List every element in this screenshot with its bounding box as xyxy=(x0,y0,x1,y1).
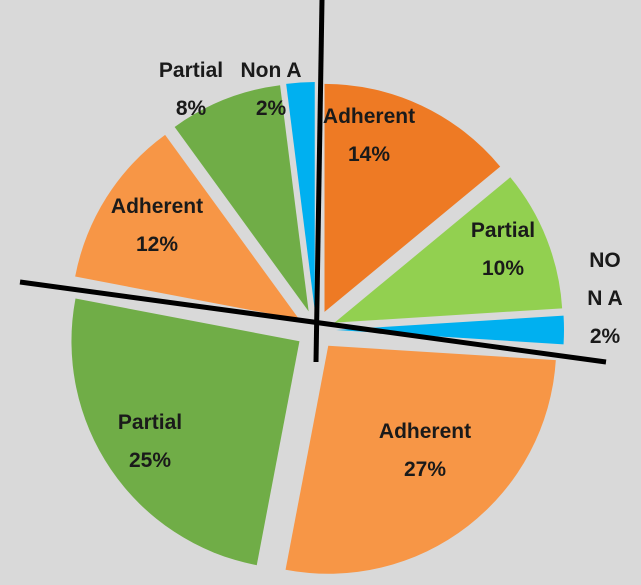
slice-category: Partial xyxy=(117,411,183,434)
pie-slice xyxy=(75,134,300,320)
slice-label: Adherent 12% xyxy=(92,188,222,264)
slice-category: Adherent xyxy=(110,195,204,218)
divider xyxy=(313,0,325,363)
slice-label: Adherent 14% xyxy=(309,98,429,174)
pie-slice xyxy=(324,83,501,312)
pie-slice xyxy=(334,177,563,323)
slice-value: 14% xyxy=(347,143,391,166)
slice-label: Adherent 27% xyxy=(369,413,481,489)
slice-category: Adherent xyxy=(322,105,416,128)
slice-category: NON A xyxy=(587,249,623,310)
slice-value: 25% xyxy=(128,449,172,472)
slice-category: Adherent xyxy=(378,420,472,443)
pie-slice xyxy=(286,82,315,311)
slice-value: 2% xyxy=(589,325,621,348)
pie-slice xyxy=(174,85,309,312)
slice-category: Non A xyxy=(240,59,302,82)
slice-label: Partial 25% xyxy=(95,404,205,480)
pie-slice xyxy=(71,298,300,566)
slice-value: 27% xyxy=(403,458,447,481)
slice-value: 10% xyxy=(481,257,525,280)
slice-value: 8% xyxy=(175,97,207,120)
slice-label: Partial 8% xyxy=(151,52,231,128)
pie-slice xyxy=(336,315,564,345)
slice-category: Partial xyxy=(470,219,536,242)
slice-value: 2% xyxy=(255,97,287,120)
slice-label: Non A 2% xyxy=(231,52,311,128)
pie-slice xyxy=(285,345,556,574)
divider xyxy=(19,279,607,365)
slice-value: 12% xyxy=(135,233,179,256)
slice-label: NON A 2% xyxy=(583,242,627,356)
slice-category: Partial xyxy=(158,59,224,82)
slice-label: Partial 10% xyxy=(448,212,558,288)
